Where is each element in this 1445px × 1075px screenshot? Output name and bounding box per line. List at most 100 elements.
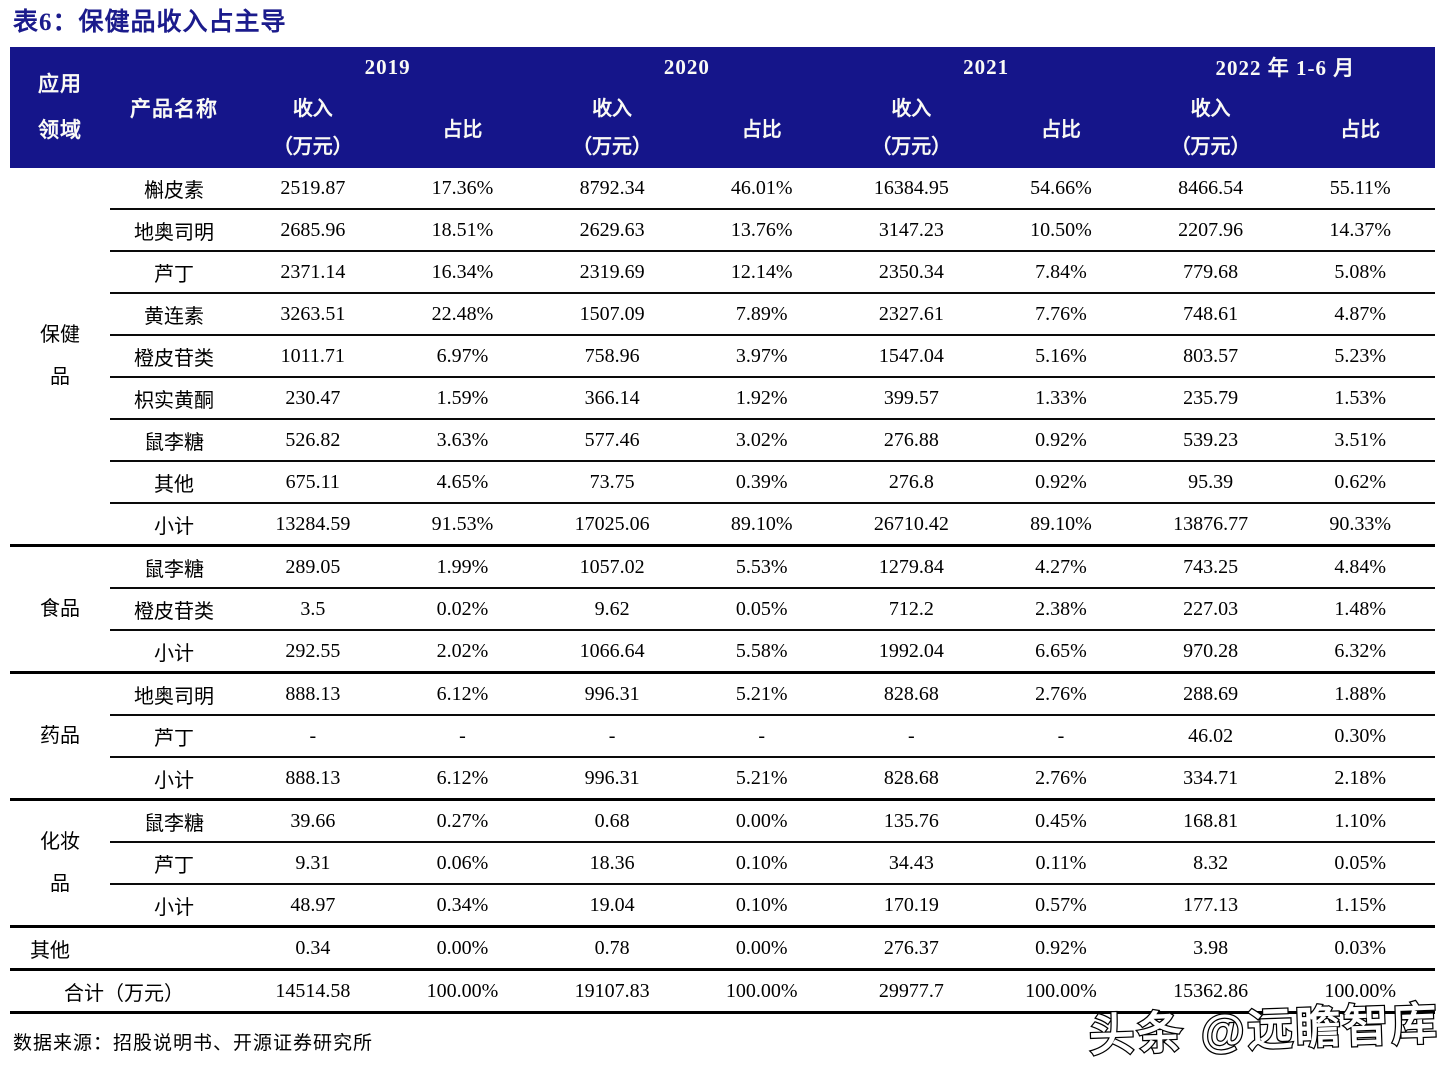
value-cell: 100.00% (986, 969, 1136, 1014)
value-cell: 1992.04 (836, 630, 987, 674)
value-cell: - (836, 715, 987, 758)
header-year-2021: 2021 (836, 47, 1136, 87)
value-cell: 1547.04 (836, 335, 987, 378)
value-cell: 34.43 (836, 842, 987, 885)
product-name-cell: 芦丁 (110, 251, 238, 294)
table-row: 芦丁 2371.14 16.34% 2319.69 12.14% 2350.34 7.84%… (10, 251, 1435, 294)
value-cell: 9.62 (537, 588, 687, 631)
table-row: 小计 888.13 6.12% 996.31 5.21% 828.68 2.76% 334.7… (10, 757, 1435, 801)
value-cell: 2327.61 (836, 293, 987, 336)
value-cell: 4.84% (1285, 545, 1435, 589)
value-cell: 743.25 (1135, 545, 1286, 589)
table-row: 橙皮苷类 3.5 0.02% 9.62 0.05% 712.2 2.38% 227.03 1.4… (10, 588, 1435, 631)
value-cell: 46.01% (686, 168, 837, 210)
value-cell: 748.61 (1135, 293, 1286, 336)
value-cell: 2.76% (986, 672, 1136, 716)
value-cell: 0.05% (1285, 842, 1435, 885)
product-name-cell: 鼠李糖 (110, 545, 238, 589)
product-name-cell: 其他 (110, 461, 238, 504)
value-cell: 289.05 (238, 545, 388, 589)
value-cell: 4.65% (387, 461, 538, 504)
watermark: 头条 @远瞻智库 (1087, 997, 1441, 1063)
value-cell: 4.87% (1285, 293, 1435, 336)
value-cell: 15362.86 (1135, 969, 1286, 1014)
table-row: 其他 675.11 4.65% 73.75 0.39% 276.8 0.92% 95.39 0.… (10, 461, 1435, 504)
value-cell: 0.62% (1285, 461, 1435, 504)
value-cell: 135.76 (836, 799, 987, 843)
group-label-text: 化妆品 (40, 831, 80, 895)
table-row: 其他 0.34 0.00% 0.78 0.00% 276.37 0.92% 3.98 0.03% (10, 926, 1435, 971)
value-cell: 996.31 (537, 672, 687, 716)
value-cell: 54.66% (986, 168, 1136, 210)
value-cell: 6.12% (387, 672, 538, 716)
value-cell: 0.92% (986, 461, 1136, 504)
value-cell: 0.68 (537, 799, 687, 843)
value-cell: 1.92% (686, 377, 837, 420)
value-cell: 6.65% (986, 630, 1136, 674)
product-name-cell: 地奥司明 (110, 672, 238, 716)
header-share-2020: 占比 (686, 87, 837, 168)
header-income-2021: 收入 （万元） (836, 87, 987, 168)
value-cell: 888.13 (238, 672, 388, 716)
product-name-cell (110, 926, 238, 971)
value-cell: 0.02% (387, 588, 538, 631)
value-cell: 1.10% (1285, 799, 1435, 843)
value-cell: 288.69 (1135, 672, 1286, 716)
table-body: 保健品 槲皮素 2519.87 17.36% 8792.34 46.01% 16384.95… (10, 168, 1435, 1014)
value-cell: 1.33% (986, 377, 1136, 420)
product-name-cell: 鼠李糖 (110, 799, 238, 843)
table-row: 枳实黄酮 230.47 1.59% 366.14 1.92% 399.57 1.33% 235… (10, 377, 1435, 420)
value-cell: 13876.77 (1135, 503, 1286, 547)
table-row: 芦丁 - - - - - -46.02 0.30% (10, 715, 1435, 758)
value-cell: 0.00% (387, 926, 538, 971)
value-cell: 2319.69 (537, 251, 687, 294)
table-row: 鼠李糖 526.82 3.63% 577.46 3.02% 276.88 0.92% 539.… (10, 419, 1435, 462)
value-cell: 6.32% (1285, 630, 1435, 674)
value-cell: 10.50% (986, 209, 1136, 252)
group-label-cell: 药品 (10, 672, 110, 801)
value-cell: 3.63% (387, 419, 538, 462)
value-cell: 1.15% (1285, 884, 1435, 928)
value-cell: 18.36 (537, 842, 687, 885)
value-cell: 1011.71 (238, 335, 388, 378)
revenue-table: 应用 领域 产品名称 2019 2020 2021 2022 年 1-6 月 收… (10, 47, 1435, 1014)
value-cell: 0.45% (986, 799, 1136, 843)
value-cell: 3.98 (1135, 926, 1286, 971)
product-name-cell: 槲皮素 (110, 168, 238, 210)
value-cell: 0.57% (986, 884, 1136, 928)
table-header: 应用 领域 产品名称 2019 2020 2021 2022 年 1-6 月 收… (10, 47, 1435, 168)
header-share-2019: 占比 (387, 87, 538, 168)
value-cell: 6.97% (387, 335, 538, 378)
value-cell: 675.11 (238, 461, 388, 504)
value-cell: 2519.87 (238, 168, 388, 210)
value-cell: 0.92% (986, 419, 1136, 462)
value-cell: 0.10% (686, 842, 837, 885)
income-unit-label: （万元） (1170, 135, 1251, 158)
product-name-cell: 芦丁 (110, 842, 238, 885)
data-source-note: 数据来源：招股说明书、开源证券研究所 (13, 1033, 374, 1054)
value-cell: 3.5 (238, 588, 388, 631)
product-name-cell: 小计 (110, 757, 238, 801)
product-name-cell: 黄连素 (110, 293, 238, 336)
value-cell: 170.19 (836, 884, 987, 928)
value-cell: 4.27% (986, 545, 1136, 589)
value-cell: 227.03 (1135, 588, 1286, 631)
value-cell: 17.36% (387, 168, 538, 210)
total-label-cell: 合计（万元） (10, 969, 238, 1014)
value-cell: 2.18% (1285, 757, 1435, 801)
value-cell: 95.39 (1135, 461, 1286, 504)
table-row: 化妆品 鼠李糖 39.66 0.27% 0.68 0.00% 135.76 0.45% 168.… (10, 799, 1435, 928)
income-label: 收入 (592, 97, 633, 120)
value-cell: 19.04 (537, 884, 687, 928)
value-cell: 16.34% (387, 251, 538, 294)
product-name-cell: 小计 (110, 503, 238, 547)
income-label: 收入 (891, 97, 932, 120)
value-cell: 0.00% (686, 926, 837, 971)
value-cell: 2.02% (387, 630, 538, 674)
table-row: 小计 13284.59 91.53% 17025.06 89.10% 26710.42 89… (10, 503, 1435, 547)
group-label-text: 保健品 (40, 324, 80, 388)
value-cell: 14514.58 (238, 969, 388, 1014)
product-name-cell: 橙皮苷类 (110, 335, 238, 378)
income-unit-label: （万元） (572, 135, 653, 158)
value-cell: 779.68 (1135, 251, 1286, 294)
